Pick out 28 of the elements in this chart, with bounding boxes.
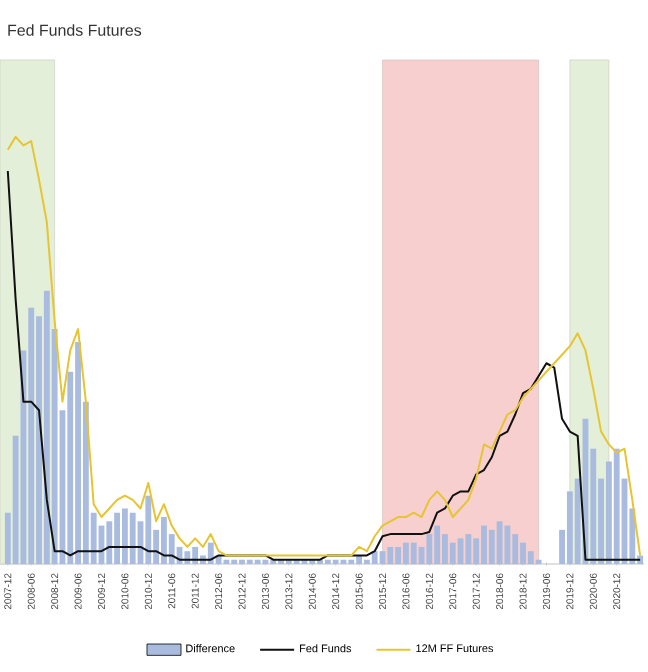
bar — [481, 525, 487, 564]
bar — [43, 290, 50, 564]
bar — [114, 512, 121, 564]
bar — [449, 542, 456, 564]
bar — [371, 551, 378, 564]
bar — [207, 542, 214, 564]
bar — [442, 534, 448, 564]
bar — [395, 546, 402, 564]
bar — [75, 341, 81, 564]
bar — [434, 525, 441, 564]
bar — [613, 448, 620, 564]
bar — [410, 542, 417, 564]
bar — [496, 521, 503, 564]
bar — [402, 542, 409, 564]
bar — [426, 534, 433, 564]
bar — [520, 542, 526, 564]
bar — [145, 495, 152, 564]
bar — [504, 525, 511, 564]
bar — [512, 534, 519, 564]
bar — [106, 521, 113, 564]
bar — [129, 512, 136, 564]
bar — [121, 508, 128, 564]
bar — [28, 307, 35, 564]
bar — [465, 534, 472, 564]
bar — [527, 551, 534, 564]
bar — [387, 546, 394, 564]
bar — [488, 529, 495, 564]
bar — [161, 517, 167, 564]
